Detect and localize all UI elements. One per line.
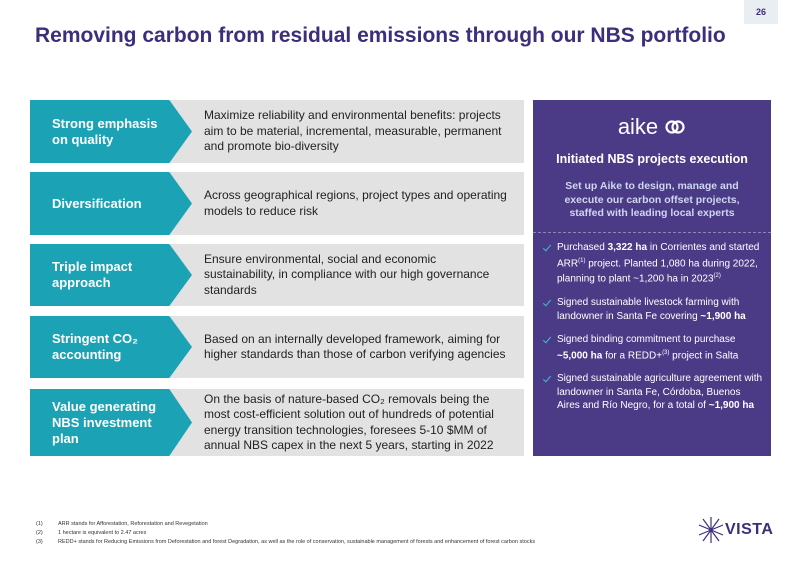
text-box	[170, 244, 524, 306]
text-segment: Signed sustainable agriculture agreement…	[557, 373, 763, 412]
text-segment: ~5,000 ha	[557, 349, 603, 361]
text-segment: Across geographical regions, project typ…	[204, 188, 507, 218]
text-segment: Purchased	[557, 242, 608, 253]
footnotes: (1) ARR stands for Afforestation, Refores…	[36, 520, 696, 547]
aike-logo: aike	[533, 114, 771, 140]
pillar-text: Ensure environmental, social and economi…	[204, 244, 510, 306]
panel-subheading: Set up Aike to design, manage and execut…	[564, 180, 740, 219]
footnote-marker: (2)	[36, 530, 43, 536]
vista-icon	[698, 517, 724, 543]
pillar-row: Value generating NBS investment plan On t…	[30, 389, 524, 456]
text-segment: 3,322 ha	[607, 242, 648, 253]
text-segment: Ensure environmental, social and economi…	[204, 251, 490, 297]
pillar-text: Based on an internally developed framewo…	[204, 316, 510, 378]
text-segment: (1)	[578, 257, 586, 264]
text-segment: Signed sustainable livestock farming wit…	[557, 297, 740, 322]
footnote-text: REDD+ stands for Reducing Emissions from…	[58, 539, 536, 545]
chevron	[30, 172, 192, 235]
chevron	[30, 316, 192, 378]
text-segment: project. Planted 1,080 ha during 2022, p…	[557, 257, 758, 285]
pillar-row: Diversification Across geographical regio…	[30, 172, 524, 235]
pillar-row: Strong emphasis on quality Maximize relia…	[30, 100, 524, 163]
bullet-list: Purchased 3,322 ha in Corrientes and sta…	[543, 241, 765, 423]
pillar-text: On the basis of nature-based CO₂ removal…	[204, 389, 510, 456]
pillar-text-body: On the basis of nature-based CO₂ removal…	[204, 392, 510, 454]
footnote: (3) REDD+ stands for Reducing Emissions f…	[36, 538, 696, 547]
text-segment: (2)	[713, 273, 721, 280]
pillar-text-body: Based on an internally developed framewo…	[204, 332, 510, 363]
vista-wordmark: VISTA	[725, 521, 774, 538]
pillar-label: Stringent CO₂ accounting	[52, 331, 138, 362]
text-segment: ~1,900 ha	[708, 400, 755, 412]
panel-heading: Initiated NBS projects execution	[556, 152, 748, 166]
text-box	[170, 172, 524, 235]
text-segment: ~1,900 ha	[700, 310, 746, 322]
text-segment: in Corrientes and started ARR	[557, 242, 760, 269]
aike-icon	[665, 120, 685, 134]
pillar-text-body: Ensure environmental, social and economi…	[204, 252, 510, 299]
page-number: 26	[744, 0, 778, 24]
text-box	[170, 316, 524, 378]
bullet: Signed binding commitment to purchase ~5…	[543, 333, 765, 362]
bullet: Purchased 3,322 ha in Corrientes and sta…	[543, 241, 765, 286]
footnote: (1) ARR stands for Afforestation, Refores…	[36, 520, 696, 529]
pillar-label: Diversification	[52, 195, 142, 211]
bullet: Signed sustainable agriculture agreement…	[543, 372, 765, 413]
pillar-label: Strong emphasis on quality	[52, 115, 158, 147]
text-segment: (3)	[662, 349, 670, 356]
pillar-text: Maximize reliability and environmental b…	[204, 100, 510, 163]
text-segment: Signed binding commitment to purchase	[557, 334, 736, 346]
side-panel: aike Initiated NBS projects execution Se…	[533, 100, 771, 456]
footnote: (2) 1 hectare is equivalent to 2.47 acres	[36, 529, 696, 538]
footnote-marker: (3)	[36, 539, 43, 545]
separator	[533, 232, 771, 233]
bullet: Signed sustainable livestock farming wit…	[543, 296, 765, 323]
pillar-label: Triple impact approach	[52, 259, 133, 290]
footnote-text: 1 hectare is equivalent to 2.47 acres	[58, 530, 147, 536]
pillar-text: Across geographical regions, project typ…	[204, 172, 510, 235]
footnote-marker: (1)	[36, 521, 43, 527]
chevron	[30, 389, 192, 456]
text-segment: Based on an internally developed framewo…	[204, 331, 506, 362]
pillar-row: Stringent CO₂ accounting Based on an inte…	[30, 316, 524, 378]
chevron	[30, 100, 192, 163]
text-segment: project in Salta	[669, 349, 739, 361]
vista-logo: VISTA	[697, 515, 773, 545]
pillar-text-body: Maximize reliability and environmental b…	[204, 108, 510, 155]
text-box	[170, 389, 524, 456]
text-segment: On the basis of nature-based CO₂ removal…	[204, 391, 494, 453]
pillar-row: Triple impact approach Ensure environment…	[30, 244, 524, 306]
text-segment: for a REDD+	[602, 349, 663, 361]
pillar-label: Value generating NBS investment plan	[52, 398, 157, 446]
text-segment: Maximize reliability and environmental b…	[204, 108, 502, 154]
slide-title: Removing carbon from residual emissions …	[35, 24, 726, 47]
chevron	[30, 244, 192, 306]
aike-wordmark: aike	[617, 114, 659, 139]
text-box	[170, 100, 524, 163]
footnote-text: ARR stands for Afforestation, Reforestat…	[58, 521, 208, 527]
pillar-text-body: Across geographical regions, project typ…	[204, 188, 510, 219]
